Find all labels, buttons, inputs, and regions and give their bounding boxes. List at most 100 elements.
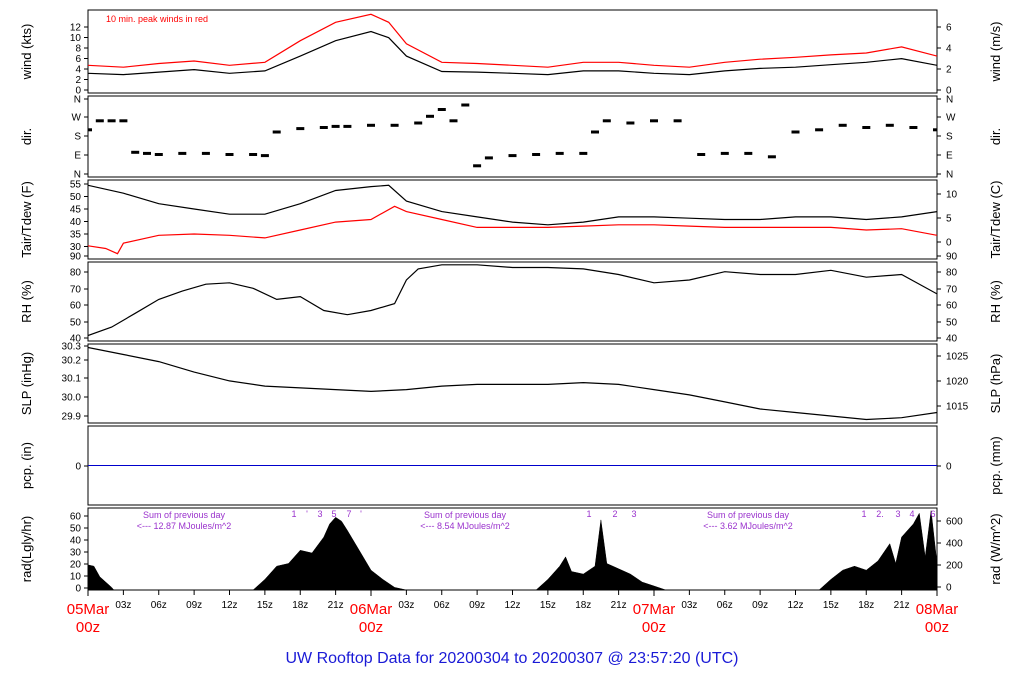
direction-point [260,154,269,158]
panel-6: Sum of previous day<--- 12.87 MJoules/m^… [19,507,1003,595]
y-tick-label-right: 4 [946,44,952,55]
direction-point [414,121,423,125]
x-tick-label: 15z [257,600,273,611]
series-line-1 [88,205,937,255]
day-label-hour: 00z [359,619,383,636]
y-tick-label-right: 2 [946,65,952,76]
y-tick-label-left: 50 [70,318,82,329]
direction-point [791,130,800,134]
x-tick-label: 06z [434,600,450,611]
y-tick-label-right: 40 [946,334,958,345]
y-axis-label-right: rad (W/m^2) [988,513,1003,584]
y-tick-label-right: 10 [946,190,958,201]
y-tick-label-right: 80 [946,268,958,279]
direction-point [249,153,258,156]
y-tick-label-left: 30.2 [62,356,82,367]
day-label-hour: 00z [642,619,666,636]
y-axis-label-right: RH (%) [988,280,1003,323]
direction-point [933,128,937,132]
y-axis-label-left: pcp. (in) [19,442,34,489]
x-tick-label: 21z [894,600,910,611]
y-tick-label-left: 40 [70,334,82,345]
day-label-date: 08Mar [916,601,959,618]
radiation-marker: 3 [631,509,636,519]
y-tick-label-right: S [946,132,953,143]
y-tick-label-right: 0 [946,86,952,97]
y-tick-label-right: 70 [946,285,958,296]
y-tick-label-left: 20 [70,560,82,571]
y-tick-label-left: 12 [70,23,82,34]
footer-tz: (UTC) [694,650,739,667]
x-tick-label: 09z [752,600,768,611]
direction-point [343,124,352,128]
direction-point [484,156,493,160]
direction-point [201,151,210,155]
y-tick-label-left: 8 [75,44,81,55]
direction-point [437,108,446,111]
x-tick-label: 15z [823,600,839,611]
y-tick-label-right: 1015 [946,402,969,413]
direction-point [225,153,234,156]
x-tick-label: 18z [858,600,874,611]
rooftop-chart: 10 min. peak winds in red0246810120246wi… [19,9,1003,636]
x-tick-label: 12z [221,600,237,611]
radiation-marker: 6 [930,509,935,519]
radiation-marker: 2. [876,509,884,519]
direction-point [88,128,92,132]
chart-footer-title: UW Rooftop Data for 20200304 to 20200307… [0,650,1024,668]
y-tick-label-left: 4 [75,65,81,76]
panel-5: 0 0 pcp. (in) pcp. (mm) [19,425,1003,506]
direction-point [650,119,658,123]
y-tick-label-right: W [946,113,956,124]
x-tick-label: 18z [292,600,308,611]
daily-sum-value: <--- 12.87 MJoules/m^2 [137,521,232,531]
panel-frame [87,9,938,94]
y-tick-label-left: 40 [70,536,82,547]
y-tick-label-left: 10 [70,33,82,44]
y-axis-label-left: SLP (inHg) [19,352,34,415]
y-tick-label-right: 400 [946,539,963,550]
y-tick-label-left: 6 [75,54,81,65]
y-axis-label-right: pcp. (mm) [988,436,1003,495]
daily-sum-label: Sum of previous day [707,510,790,520]
y-tick-label-left: 35 [70,230,82,241]
panel-frame [87,261,938,342]
day-label-date: 06Mar [350,601,393,618]
x-tick-label: 18z [575,600,591,611]
y-tick-label-left: 10 [70,572,82,583]
direction-point [107,119,116,123]
direction-point [744,151,753,155]
y-tick-label-right: N [946,95,953,106]
x-tick-label: 09z [186,600,202,611]
y-tick-label-left: 40 [70,217,82,228]
day-label-date: 05Mar [67,601,110,618]
y-tick-label-left: W [72,113,82,124]
y-tick-label-right: 60 [946,301,958,312]
footer-sep: to [514,650,528,667]
direction-point [95,119,104,123]
direction-point [154,153,163,156]
y-tick-label-right: 50 [946,318,958,329]
y-axis-label-right: SLP (hPa) [988,354,1003,414]
y-axis-label-right: dir. [988,128,1003,145]
direction-point [815,128,824,132]
y-tick-label-right: 0 [946,462,952,473]
series-line-0 [88,184,937,226]
radiation-marker: ' [306,509,308,519]
daily-sum-label: Sum of previous day [143,510,226,520]
y-tick-label-left: 30 [70,548,82,559]
series-line-0 [88,346,937,421]
footer-start: 20200304 [438,650,510,667]
day-label-hour: 00z [76,619,100,636]
time-axis: 03z 06z 09z 12z 15z 18z 21z 03z 06z 09z 12z 15z 18z 2… [67,590,959,636]
panel-3: 40 50 60 70 80 90 40 50 60 70 80 90 RH (%) RH (%) [19,252,1003,345]
x-tick-label: 09z [469,600,485,611]
radiation-marker: 2 [612,509,617,519]
x-tick-label: 03z [398,600,414,611]
radiation-marker: 3 [317,509,322,519]
x-tick-label: 03z [115,600,131,611]
day-label-date: 07Mar [633,601,676,618]
radiation-marker: 5 [331,509,336,519]
direction-point [838,123,847,127]
y-tick-label-left: 80 [70,268,82,279]
